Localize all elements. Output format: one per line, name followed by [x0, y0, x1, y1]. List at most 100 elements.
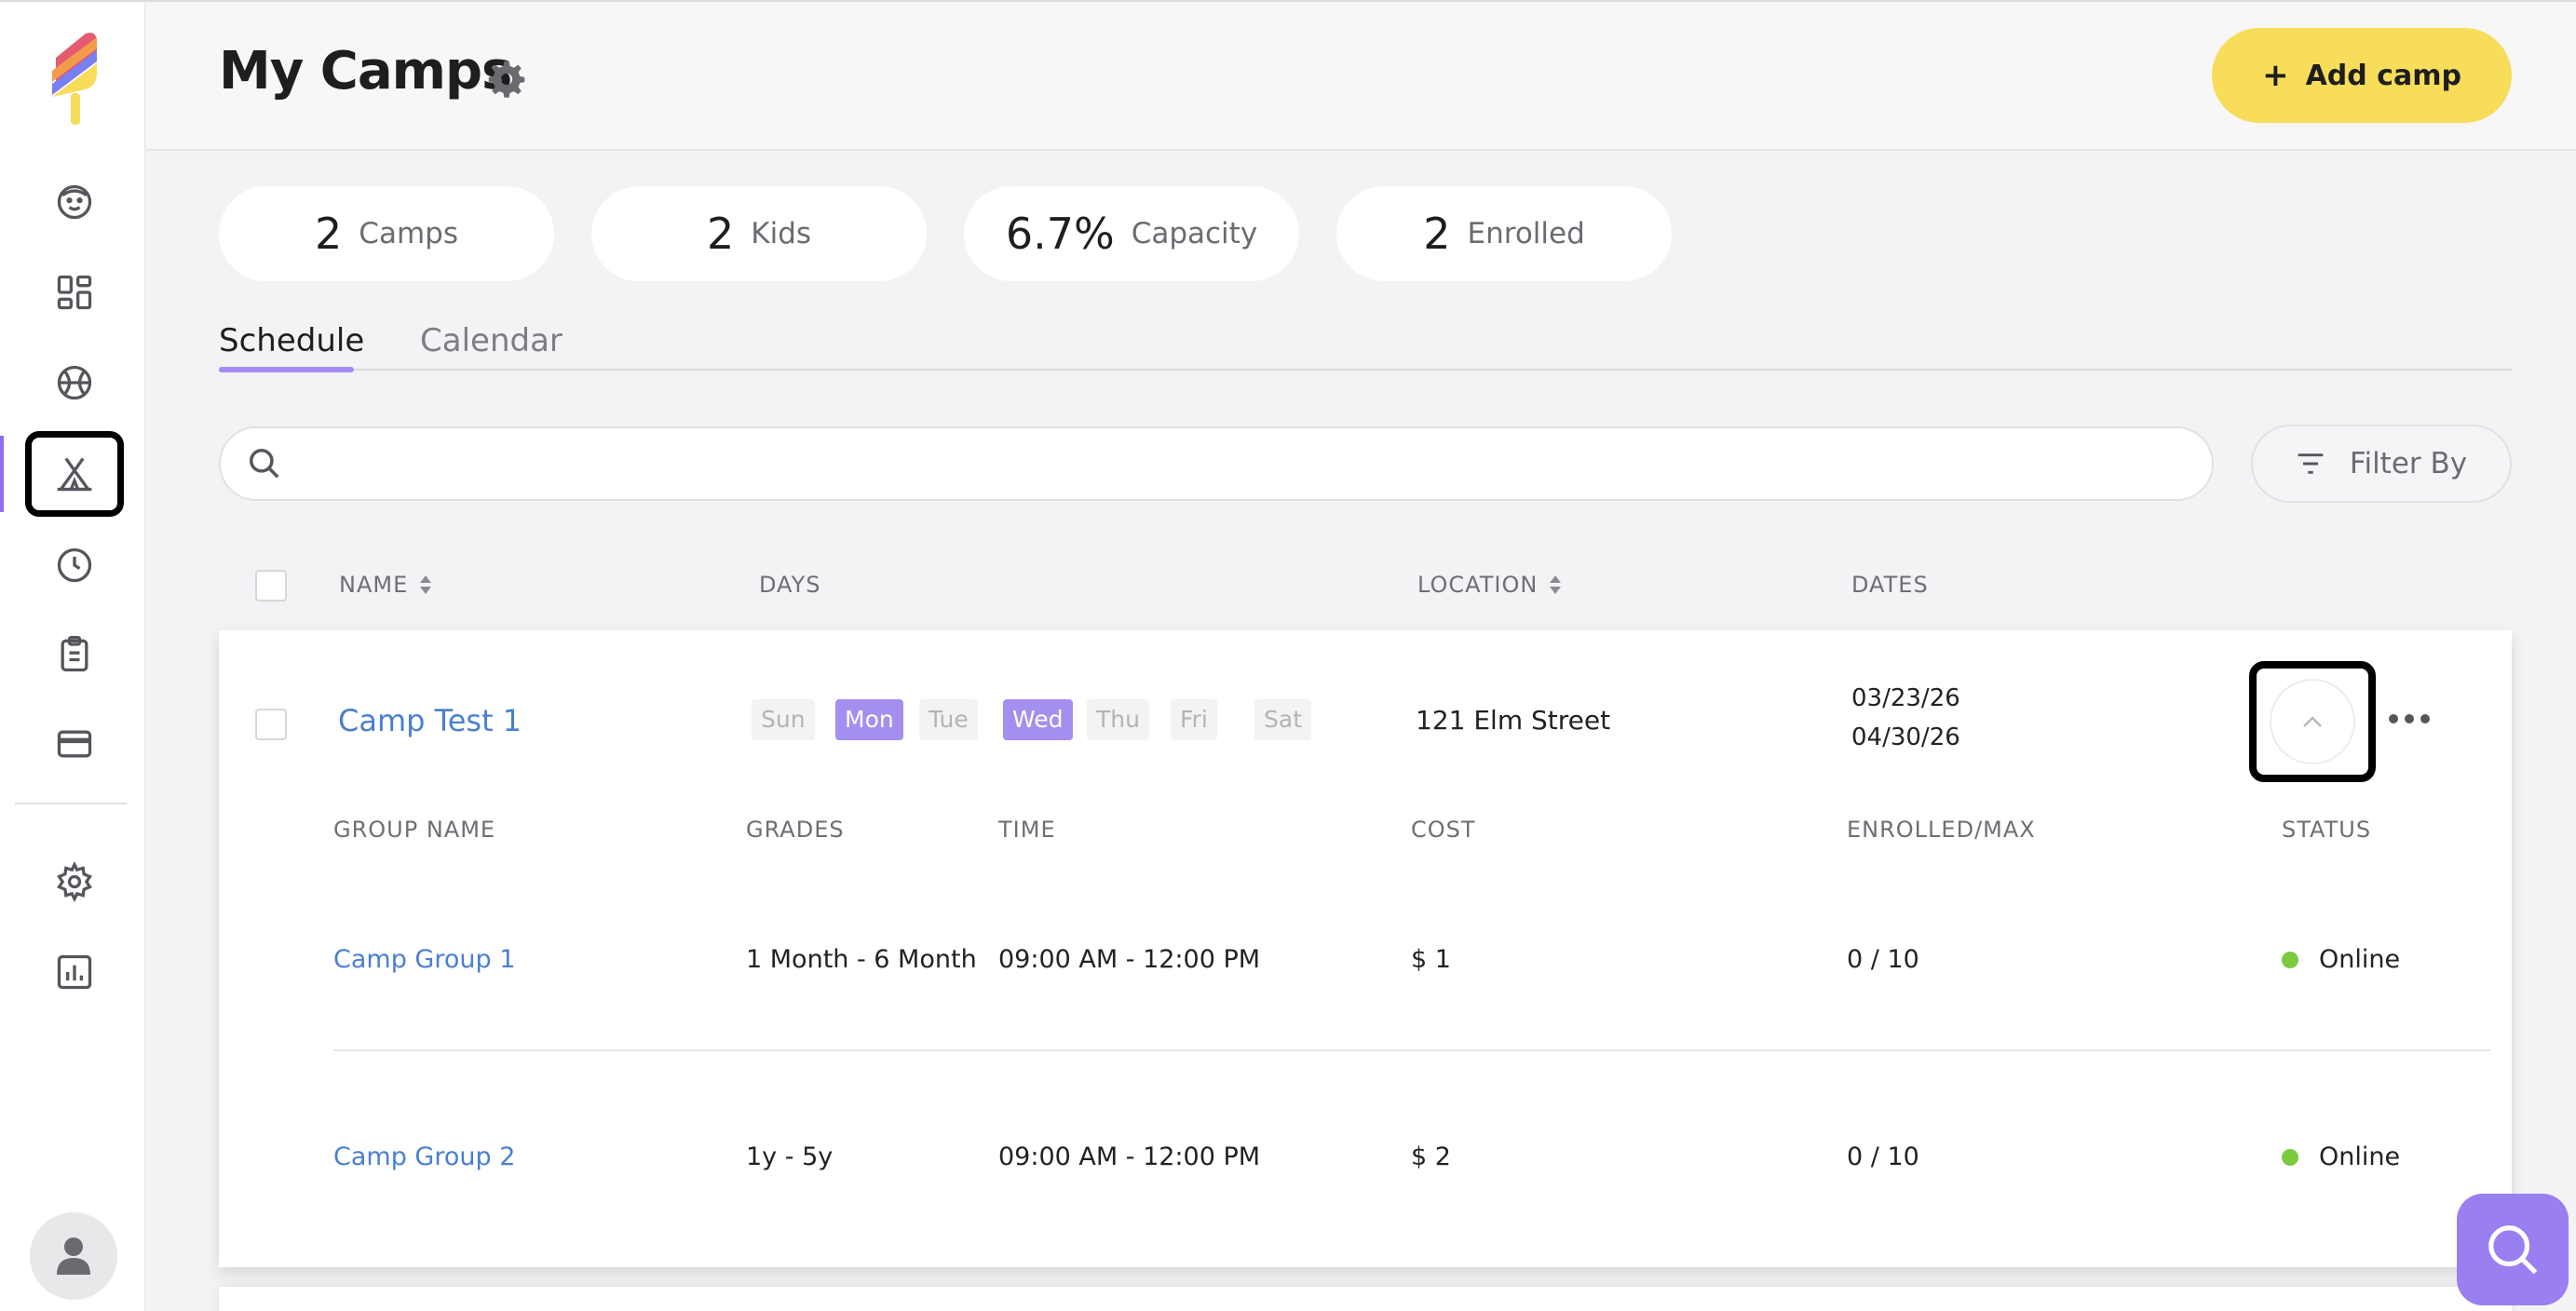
stat-label: Camps — [359, 217, 458, 250]
group-cost: $ 1 — [1411, 945, 1451, 974]
more-options-icon[interactable] — [2387, 712, 2432, 725]
search-icon — [250, 449, 279, 479]
column-header-location[interactable]: LOCATION — [1417, 572, 1562, 598]
user-avatar[interactable] — [30, 1212, 117, 1300]
day-badge-fri: Fri — [1171, 699, 1217, 740]
status-dot — [2282, 951, 2298, 968]
day-badge-tue: Tue — [919, 699, 978, 740]
camp-end-date: 04/30/26 — [1851, 723, 1960, 751]
group-cost: $ 2 — [1411, 1142, 1451, 1171]
sidebar-item-payments[interactable] — [26, 702, 123, 786]
camp-start-date: 03/23/26 — [1851, 684, 1960, 712]
row-checkbox[interactable] — [255, 709, 287, 740]
sidebar-item-settings[interactable] — [26, 840, 123, 924]
day-badge-sat: Sat — [1254, 699, 1311, 740]
sidebar-item-schedule[interactable] — [26, 523, 123, 607]
sidebar — [0, 2, 145, 1311]
stat-value: 2 — [315, 209, 343, 259]
column-header-name[interactable]: NAME — [339, 572, 432, 598]
sidebar-item-forms[interactable] — [26, 613, 123, 696]
camp-card: Camp Test 1 Sun Mon Tue Wed Thu Fri Sat … — [219, 630, 2512, 1267]
sidebar-item-reports[interactable] — [26, 930, 123, 1014]
logo-icon[interactable] — [48, 30, 101, 127]
day-badge-wed: Wed — [1003, 699, 1073, 740]
row-divider — [333, 1049, 2490, 1051]
filter-label: Filter By — [2349, 447, 2468, 480]
select-all-checkbox[interactable] — [255, 570, 287, 601]
day-badge-sun: Sun — [752, 699, 815, 740]
column-header-label: NAME — [339, 572, 409, 598]
stat-camps: 2 Camps — [219, 186, 554, 281]
sort-icon — [420, 575, 432, 594]
group-grades: 1y - 5y — [746, 1142, 834, 1171]
group-header-name: GROUP NAME — [333, 817, 496, 843]
stat-label: Capacity — [1131, 217, 1258, 250]
group-enrolled: 0 / 10 — [1847, 1142, 1919, 1171]
user-avatar-icon — [57, 1237, 90, 1275]
stat-capacity: 6.7% Capacity — [964, 186, 1299, 281]
search-input[interactable] — [299, 436, 2212, 492]
search-icon — [2488, 1225, 2538, 1275]
camp-location: 121 Elm Street — [1416, 705, 1611, 736]
sidebar-item-camps[interactable] — [0, 431, 124, 517]
status-label: Online — [2319, 945, 2401, 974]
day-badge-thu: Thu — [1087, 699, 1149, 740]
filter-icon — [2298, 453, 2324, 474]
sidebar-item-sports[interactable] — [26, 341, 123, 425]
status-badge: Online — [2282, 945, 2400, 974]
column-header-days: DAYS — [759, 572, 821, 598]
add-camp-button[interactable]: + Add camp — [2212, 28, 2512, 123]
column-header-label: DATES — [1851, 572, 1929, 598]
column-header-label: DAYS — [759, 572, 821, 598]
sidebar-item-dashboard[interactable] — [26, 250, 123, 334]
group-header-status: STATUS — [2282, 817, 2372, 843]
search-bar[interactable] — [219, 426, 2214, 501]
page-header: My Camps + Add camp — [146, 2, 2576, 151]
page-title: My Camps — [219, 41, 512, 101]
collapse-button-highlight — [2249, 661, 2376, 782]
settings-icon — [57, 861, 92, 902]
column-header-label: LOCATION — [1417, 572, 1539, 598]
group-time: 09:00 AM - 12:00 PM — [998, 945, 1261, 974]
group-header-grades: GRADES — [746, 817, 845, 843]
day-badge-mon: Mon — [835, 699, 903, 740]
stat-enrolled: 2 Enrolled — [1336, 186, 1672, 281]
kids-icon — [57, 184, 92, 220]
group-name-link[interactable]: Camp Group 2 — [333, 1142, 516, 1171]
tab-schedule[interactable]: Schedule — [219, 322, 364, 372]
group-enrolled: 0 / 10 — [1847, 945, 1919, 974]
stat-value: 6.7% — [1005, 209, 1115, 259]
status-dot — [2282, 1148, 2298, 1166]
sort-icon — [1550, 575, 1562, 594]
sidebar-item-kids[interactable] — [26, 160, 123, 244]
status-label: Online — [2319, 1142, 2401, 1171]
next-camp-card — [219, 1287, 2512, 1311]
group-name-link[interactable]: Camp Group 1 — [333, 945, 516, 974]
filter-button[interactable]: Filter By — [2251, 425, 2512, 503]
sports-icon — [57, 365, 92, 400]
help-search-button[interactable] — [2457, 1194, 2569, 1305]
camp-name-link[interactable]: Camp Test 1 — [338, 703, 522, 738]
stat-label: Kids — [751, 217, 812, 250]
column-header-dates: DATES — [1851, 572, 1929, 598]
view-tabs: Schedule Calendar — [219, 322, 2512, 372]
group-header-enrolled: ENROLLED/MAX — [1847, 817, 2036, 843]
status-badge: Online — [2282, 1142, 2400, 1171]
stat-kids: 2 Kids — [591, 186, 927, 281]
gear-icon[interactable] — [487, 60, 526, 99]
plus-icon: + — [2262, 57, 2289, 94]
chevron-up-icon — [2303, 716, 2322, 727]
clock-icon — [57, 547, 92, 583]
reports-icon — [57, 954, 92, 990]
tab-calendar[interactable]: Calendar — [420, 322, 563, 359]
dashboard-icon — [57, 275, 92, 310]
stat-value: 2 — [706, 209, 735, 259]
add-camp-label: Add camp — [2305, 59, 2461, 92]
stat-value: 2 — [1423, 209, 1451, 259]
sidebar-divider — [15, 803, 127, 804]
stat-label: Enrolled — [1467, 217, 1585, 250]
payment-card-icon — [57, 730, 92, 758]
camps-icon — [57, 457, 92, 492]
collapse-button[interactable] — [2270, 679, 2355, 764]
group-time: 09:00 AM - 12:00 PM — [998, 1142, 1261, 1171]
